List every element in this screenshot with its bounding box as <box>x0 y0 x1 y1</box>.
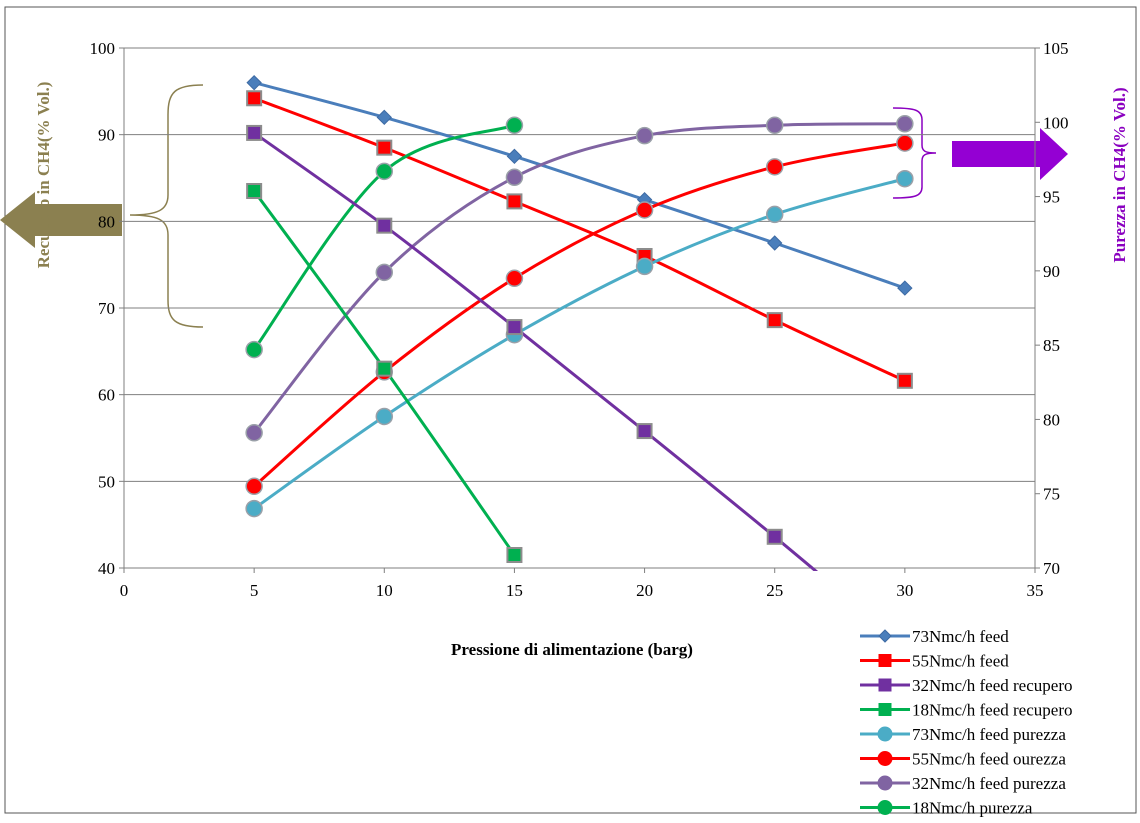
data-point-series-6 <box>765 116 784 135</box>
right-brace-icon <box>892 107 937 199</box>
y-right-tick-label: 80 <box>1043 410 1060 429</box>
y-right-tick-label: 75 <box>1043 485 1060 504</box>
x-tick-label: 15 <box>506 581 523 600</box>
y-left-tick-label: 80 <box>98 212 115 231</box>
y-left-tick-label: 70 <box>98 299 115 318</box>
data-point-series-5 <box>635 201 654 219</box>
data-point-series-6 <box>896 115 914 133</box>
legend-label: 18Nmc/h feed recupero <box>912 701 1072 720</box>
y-right-tick-label: 85 <box>1043 336 1060 355</box>
y-left-tick-label: 50 <box>98 472 115 491</box>
data-point-series-1 <box>506 193 523 210</box>
data-point-series-5 <box>765 158 784 176</box>
series-line-1 <box>253 96 906 383</box>
x-tick-label: 35 <box>1027 581 1044 600</box>
data-point-series-4 <box>896 169 914 188</box>
right-arrow-icon <box>952 128 1068 180</box>
data-point-series-7 <box>245 340 263 359</box>
legend-marker <box>877 751 893 766</box>
legend-marker <box>877 800 893 815</box>
x-tick-label: 10 <box>376 581 393 600</box>
data-point-series-0 <box>246 74 262 91</box>
data-point-series-3 <box>376 360 393 377</box>
y-left-tick-label: 40 <box>98 559 115 578</box>
series-line-4 <box>253 177 906 510</box>
legend-label: 73Nmc/h feed <box>912 627 1009 646</box>
data-point-series-1 <box>246 90 263 107</box>
data-point-series-6 <box>245 424 263 442</box>
legend-marker <box>878 703 892 716</box>
data-point-series-4 <box>635 257 654 276</box>
data-point-series-1 <box>376 139 393 156</box>
data-point-series-2 <box>376 217 393 234</box>
legend-marker <box>877 775 893 791</box>
data-point-series-2 <box>506 319 523 336</box>
legend-label: 55Nmc/h feed ourezza <box>912 750 1066 769</box>
data-point-series-1 <box>896 372 913 389</box>
x-axis-title: Pressione di alimentazione (barg) <box>451 640 693 659</box>
data-point-series-4 <box>245 499 263 518</box>
legend-marker <box>878 678 892 692</box>
x-tick-label: 30 <box>896 581 913 600</box>
legend-marker <box>878 629 892 643</box>
data-point-series-6 <box>375 263 394 282</box>
y-left-tick-label: 100 <box>90 39 116 58</box>
legend-label: 55Nmc/h feed <box>912 652 1009 671</box>
y-right-tick-label: 90 <box>1043 262 1060 281</box>
y-axis-left-title: Recupero in CH4(% Vol.) <box>34 82 53 269</box>
data-point-series-5 <box>245 477 263 496</box>
data-point-series-5 <box>505 269 524 288</box>
left-arrow-icon <box>0 192 122 248</box>
data-point-series-7 <box>505 116 524 135</box>
data-point-series-4 <box>375 407 394 426</box>
data-point-series-2 <box>636 423 653 440</box>
series-line-2 <box>253 131 819 571</box>
data-point-series-4 <box>765 205 784 224</box>
data-point-series-1 <box>766 312 783 329</box>
data-point-series-6 <box>635 126 654 145</box>
x-tick-label: 25 <box>766 581 783 600</box>
data-point-series-0 <box>376 109 392 126</box>
y-right-tick-label: 95 <box>1043 188 1060 207</box>
y-right-tick-label: 105 <box>1043 39 1069 58</box>
data-point-series-7 <box>375 162 394 181</box>
y-right-tick-label: 100 <box>1043 113 1069 132</box>
y-left-tick-label: 90 <box>98 126 115 145</box>
y-left-tick-label: 60 <box>98 386 115 405</box>
legend-marker <box>878 654 892 667</box>
legend-label: 73Nmc/h feed purezza <box>912 725 1066 744</box>
legend-label: 18Nmc/h purezza <box>912 799 1033 818</box>
data-point-series-3 <box>506 547 523 563</box>
data-point-series-2 <box>766 528 783 545</box>
data-point-series-0 <box>767 235 783 251</box>
data-point-series-5 <box>896 134 914 152</box>
data-point-series-0 <box>506 148 523 165</box>
data-point-series-6 <box>505 168 524 187</box>
legend: 73Nmc/h feed 55Nmc/h feed 32Nmc/h feed rec… <box>860 627 1072 818</box>
y-axis-right-title: Purezza in CH4(% Vol.) <box>1110 87 1129 262</box>
x-tick-label: 0 <box>120 581 129 600</box>
x-tick-label: 5 <box>250 581 259 600</box>
left-brace-icon <box>129 84 204 328</box>
legend-marker <box>877 726 893 742</box>
data-point-series-3 <box>246 183 263 199</box>
data-point-series-0 <box>897 280 913 296</box>
legend-label: 32Nmc/h feed recupero <box>912 676 1072 695</box>
x-tick-label: 20 <box>636 581 653 600</box>
legend-label: 32Nmc/h feed purezza <box>912 774 1066 793</box>
y-right-tick-label: 70 <box>1043 559 1060 578</box>
data-point-series-2 <box>246 124 263 141</box>
series-line-0 <box>253 81 906 290</box>
